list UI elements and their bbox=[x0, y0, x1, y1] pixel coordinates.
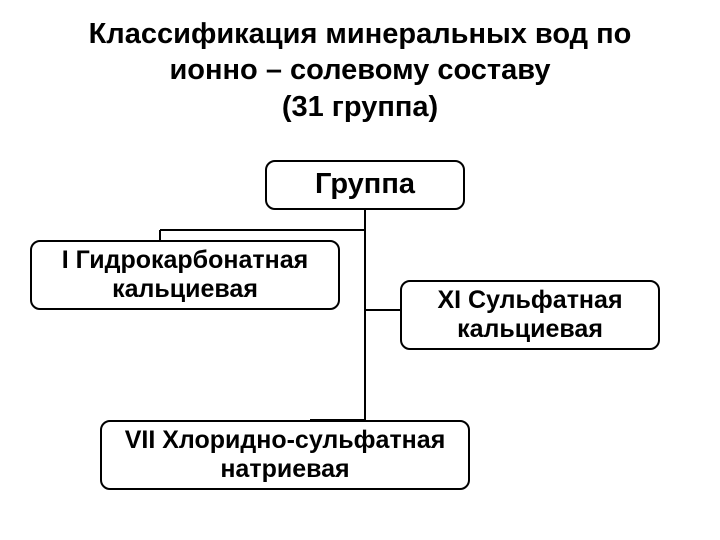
node-left-label-1: I Гидрокарбонатная bbox=[62, 246, 308, 275]
node-right-label-1: XI Сульфатная bbox=[437, 286, 622, 315]
title-line-2: ионно – солевому составу bbox=[30, 52, 690, 88]
node-left: I Гидрокарбонатная кальциевая bbox=[30, 240, 340, 310]
node-right: XI Сульфатная кальциевая bbox=[400, 280, 660, 350]
node-bottom-label-2: натриевая bbox=[125, 455, 446, 484]
diagram-title: Классификация минеральных вод по ионно –… bbox=[30, 16, 690, 125]
node-bottom-label-1: VII Хлоридно-сульфатная bbox=[125, 426, 446, 455]
node-root: Группа bbox=[265, 160, 465, 210]
title-line-3: (31 группа) bbox=[30, 89, 690, 125]
node-root-label: Группа bbox=[315, 168, 415, 201]
node-left-label-2: кальциевая bbox=[62, 275, 308, 304]
node-bottom: VII Хлоридно-сульфатная натриевая bbox=[100, 420, 470, 490]
node-right-label-2: кальциевая bbox=[437, 315, 622, 344]
title-line-1: Классификация минеральных вод по bbox=[30, 16, 690, 52]
